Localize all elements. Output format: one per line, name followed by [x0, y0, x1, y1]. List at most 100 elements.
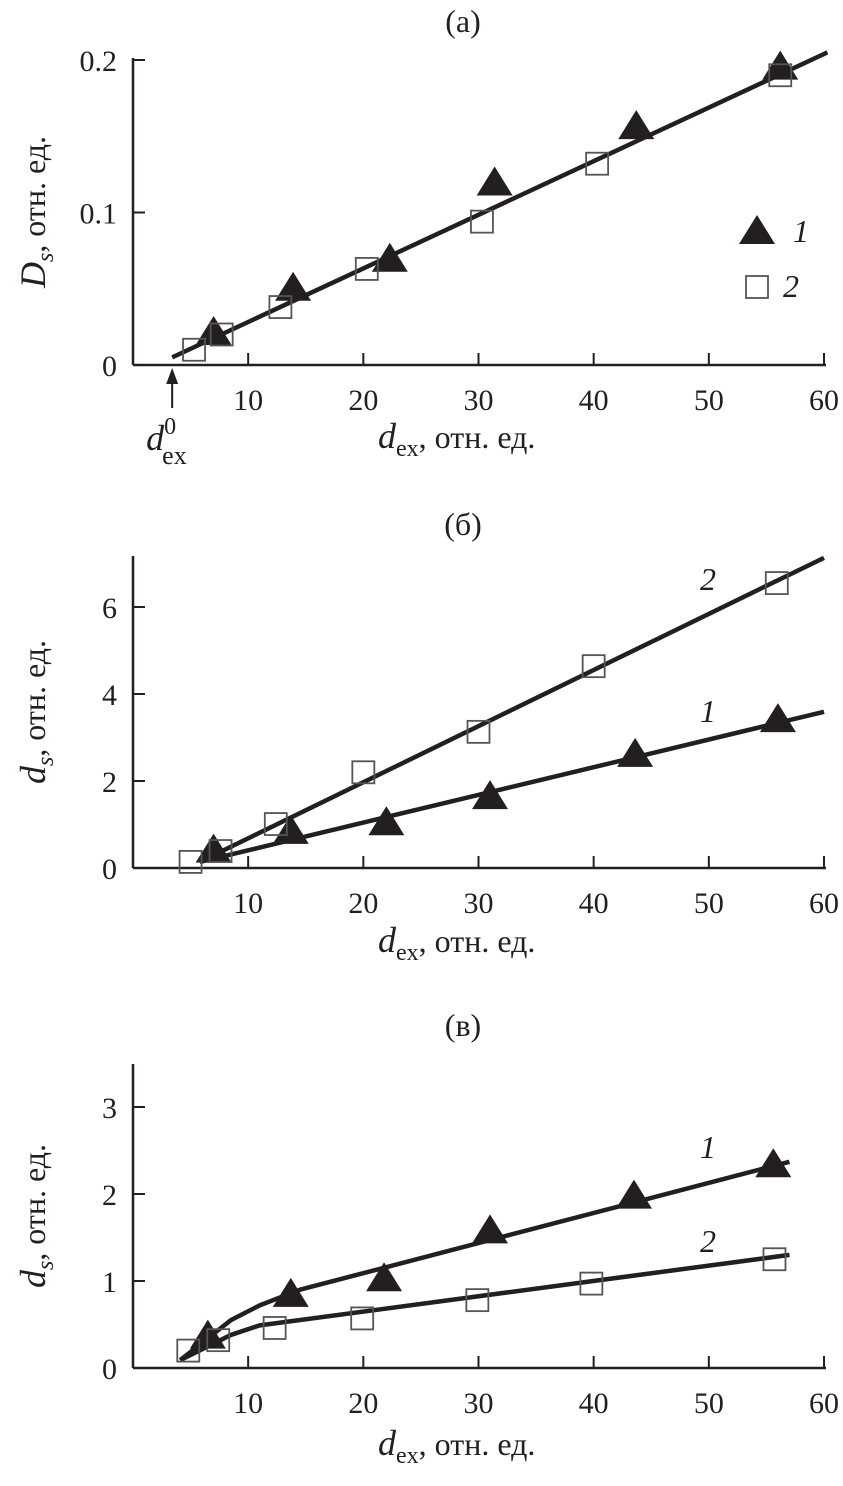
y-tick-label: 2: [102, 766, 117, 799]
x-axis-label-sub: ex: [396, 1443, 419, 1469]
fit-line-all: [171, 50, 829, 360]
x-tick-label: 60: [809, 384, 839, 417]
data-point-series-1: [472, 780, 509, 810]
data-point-series-1: [272, 1277, 309, 1307]
data-point-series-1: [618, 110, 655, 140]
data-point-series-2: [579, 1271, 604, 1296]
data-point-series-2: [764, 571, 789, 595]
x-axis-label-unit: , отн. ед.: [419, 1426, 536, 1462]
y-tick-label: 4: [102, 679, 117, 712]
x-tick-label: 50: [694, 1387, 724, 1420]
x-tick-label: 10: [233, 887, 263, 920]
x-tick-label: 60: [809, 1387, 839, 1420]
x-tick-label: 30: [464, 384, 494, 417]
data-point-series-2: [354, 257, 379, 281]
curve-label-1: 1: [700, 693, 716, 729]
data-point-series-1: [755, 1148, 792, 1178]
curve-label-1: 1: [700, 1129, 716, 1165]
x-axis-label: dex, отн. ед.: [378, 416, 535, 462]
y-axis-label-symbol: d: [13, 1269, 53, 1288]
data-point-series-2: [262, 1316, 287, 1340]
y-axis-label-unit: , отн. ед.: [16, 640, 52, 757]
x-axis-label-sub: ex: [396, 940, 419, 966]
y-tick-label: 3: [102, 1092, 117, 1125]
x-tick-label: 30: [464, 1387, 494, 1420]
data-point-series-1: [275, 271, 312, 301]
curve-label-2: 2: [700, 561, 716, 597]
annotation-label-sup: 0: [164, 414, 176, 440]
data-point-series-2: [581, 654, 606, 679]
y-axis-label-sub: s: [33, 253, 59, 262]
y-tick-label: 2: [102, 1179, 117, 1212]
y-tick-label: 0: [102, 1353, 117, 1386]
data-point-series-1: [617, 737, 654, 767]
data-point-series-2: [470, 209, 494, 234]
y-axis-label: Ds, отн. ед.: [13, 136, 59, 289]
data-point-series-2: [351, 760, 376, 785]
data-point-series-2: [762, 1247, 787, 1272]
x-axis-label-unit: , отн. ед.: [419, 419, 536, 455]
x-tick-label: 20: [348, 887, 378, 920]
fit-line-2: [179, 1252, 790, 1363]
data-point-series-2: [178, 850, 203, 874]
x-tick-label: 50: [694, 887, 724, 920]
x-tick-label: 10: [233, 1387, 263, 1420]
x-tick-label: 30: [464, 887, 494, 920]
x-axis-label-unit: , отн. ед.: [419, 923, 536, 959]
x-axis-label-symbol: d: [378, 1423, 397, 1463]
curve-label-2: 2: [700, 1223, 716, 1259]
y-tick-label: 0: [102, 853, 117, 886]
data-point-series-2: [585, 151, 610, 176]
panel-label: (б): [444, 506, 482, 542]
data-point-series-2: [350, 1306, 375, 1331]
data-point-series-1: [195, 833, 232, 863]
data-point-series-2: [268, 295, 293, 319]
x-axis-label: dex, отн. ед.: [378, 920, 535, 966]
data-point-series-1: [195, 315, 232, 345]
arrow-up-icon: [166, 368, 179, 384]
y-tick-label: 1: [102, 1266, 117, 1299]
x-axis-label: dex, отн. ед.: [378, 1423, 535, 1469]
data-point-series-1: [759, 703, 796, 733]
legend-label-2: 2: [783, 268, 799, 304]
y-axis-label-symbol: d: [13, 765, 53, 784]
y-axis-label: ds, отн. ед.: [13, 1144, 59, 1288]
data-point-series-2: [263, 812, 288, 836]
y-axis-label: ds, отн. ед.: [13, 640, 59, 784]
data-point-series-1: [368, 806, 405, 836]
data-point-series-1: [371, 242, 408, 272]
data-point-series-1: [615, 1179, 652, 1209]
y-axis-label-sub: s: [33, 757, 59, 766]
x-tick-label: 20: [348, 384, 378, 417]
x-tick-label: 50: [694, 384, 724, 417]
x-axis-label-sub: ex: [396, 436, 419, 462]
data-point-series-2: [206, 1328, 231, 1353]
legend-marker-1: [739, 215, 775, 244]
x-axis-label-symbol: d: [378, 920, 397, 960]
data-point-series-2: [466, 719, 491, 744]
panel-label: (в): [445, 1007, 481, 1043]
y-axis-label-symbol: D: [13, 262, 53, 289]
legend-marker-2: [745, 275, 769, 299]
x-tick-label: 60: [809, 887, 839, 920]
y-axis-label-unit: , отн. ед.: [16, 1144, 52, 1261]
y-axis-label-sub: s: [33, 1261, 59, 1270]
fit-line-2: [198, 555, 825, 864]
data-point-series-1: [472, 1214, 509, 1244]
x-tick-label: 10: [233, 384, 263, 417]
y-tick-label: 6: [102, 592, 117, 625]
y-tick-label: 0.1: [80, 198, 118, 231]
data-point-series-2: [176, 1338, 201, 1363]
x-tick-label: 40: [579, 887, 609, 920]
x-tick-label: 40: [579, 384, 609, 417]
y-axis-label-unit: , отн. ед.: [16, 136, 52, 253]
x-tick-label: 40: [579, 1387, 609, 1420]
legend-label-1: 1: [793, 213, 809, 249]
data-point-series-2: [209, 322, 234, 347]
annotation-label-sub: ex: [162, 441, 187, 470]
y-tick-label: 0.2: [80, 45, 118, 78]
